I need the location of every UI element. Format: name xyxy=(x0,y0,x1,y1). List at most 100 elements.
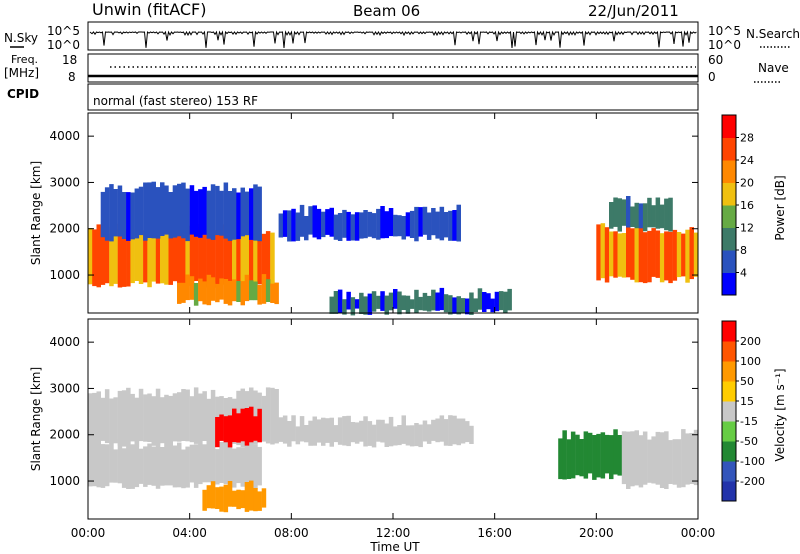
data-cell xyxy=(257,491,262,511)
data-cell xyxy=(164,185,169,235)
data-cell xyxy=(206,485,212,509)
data-cell xyxy=(155,388,161,445)
data-cell xyxy=(126,440,131,489)
colorbar-tick-label: -50 xyxy=(740,435,758,448)
velocity-colorbar: 200 100 50 15 -15 -50 -100 -200 xyxy=(721,320,765,502)
data-cell xyxy=(240,408,245,442)
data-cell xyxy=(651,205,656,228)
data-cell xyxy=(185,446,190,488)
data-cell xyxy=(465,421,470,443)
data-cell xyxy=(100,397,106,441)
nsky-trace xyxy=(89,30,697,49)
data-cell xyxy=(198,278,203,302)
freq-tick-bottom: 8 xyxy=(68,70,76,84)
data-cell xyxy=(452,210,457,241)
data-cell xyxy=(384,423,389,447)
data-cell xyxy=(121,192,127,239)
power-panel: 1000 2000 3000 4000 Slant Range [km] 4 8 12 16… xyxy=(29,112,787,316)
data-cell xyxy=(240,490,245,509)
data-cell xyxy=(308,206,313,235)
data-cell xyxy=(270,232,275,287)
data-cell xyxy=(236,489,241,510)
data-cell xyxy=(570,431,576,479)
data-cell xyxy=(121,448,127,488)
data-cell xyxy=(257,233,262,285)
colorbar-swatch xyxy=(722,250,736,273)
freq-label-line2: [MHz] xyxy=(4,66,39,80)
y-tick-label: 2000 xyxy=(49,428,80,442)
data-cell xyxy=(371,213,377,239)
data-cell xyxy=(668,231,673,284)
data-cell xyxy=(350,422,356,443)
data-cell xyxy=(240,224,245,284)
data-cell xyxy=(147,393,152,442)
nsky-trace-line xyxy=(89,30,697,49)
data-cell xyxy=(215,449,220,485)
data-cell xyxy=(177,229,182,285)
data-cell xyxy=(452,415,457,445)
data-cell xyxy=(676,439,682,488)
data-cell xyxy=(422,420,428,442)
data-cell xyxy=(223,439,229,485)
cpid-label: CPID xyxy=(7,87,39,101)
data-cell xyxy=(249,188,254,240)
data-cell xyxy=(210,441,216,489)
data-cell xyxy=(130,393,135,442)
y-tick-label: 3000 xyxy=(49,381,80,395)
data-cell xyxy=(299,416,305,442)
data-cell xyxy=(257,446,262,486)
data-cell xyxy=(664,198,669,231)
data-cell xyxy=(325,209,330,235)
data-cell xyxy=(647,439,652,483)
data-cell xyxy=(261,233,267,285)
data-cell xyxy=(371,424,377,448)
data-cell xyxy=(685,229,690,283)
data-cell xyxy=(604,227,610,283)
data-cell xyxy=(223,416,229,443)
data-cell xyxy=(274,282,279,305)
data-cell xyxy=(363,296,368,315)
data-cell xyxy=(414,423,419,447)
data-cell xyxy=(359,420,364,442)
data-cell xyxy=(304,216,309,241)
data-cell xyxy=(193,223,199,281)
data-cell xyxy=(189,276,195,300)
data-cell xyxy=(185,389,190,442)
data-cell xyxy=(138,186,144,236)
power-y-ticks: 1000 2000 3000 4000 xyxy=(49,129,698,282)
data-cell xyxy=(223,182,229,239)
data-cell xyxy=(448,295,453,315)
data-cell xyxy=(651,436,656,484)
data-cell xyxy=(443,294,449,313)
data-cell xyxy=(168,226,173,285)
data-cell xyxy=(342,299,347,315)
data-cell xyxy=(613,429,618,475)
data-cell xyxy=(236,447,241,484)
data-cell xyxy=(206,230,212,287)
y-tick-label: 3000 xyxy=(49,175,80,189)
data-cell xyxy=(655,230,661,278)
data-cell xyxy=(346,291,351,310)
velocity-y-axis-label: Slant Range [km] xyxy=(29,367,43,471)
data-cell xyxy=(232,448,237,488)
data-cell xyxy=(249,280,254,301)
data-cell xyxy=(363,416,368,447)
data-cell xyxy=(151,229,156,282)
data-cell xyxy=(253,488,258,512)
data-cell xyxy=(113,397,118,444)
data-cell xyxy=(168,395,173,448)
data-cell xyxy=(172,230,178,282)
data-cell xyxy=(626,196,631,228)
data-cell xyxy=(202,489,207,511)
data-cell xyxy=(655,197,661,229)
data-cell xyxy=(460,418,466,444)
data-cell xyxy=(388,416,394,447)
data-cell xyxy=(443,419,449,446)
data-cell xyxy=(401,295,406,310)
data-cell xyxy=(634,430,639,486)
data-cell xyxy=(96,391,101,447)
data-cell xyxy=(342,416,347,446)
data-cell xyxy=(253,416,258,441)
data-cell xyxy=(240,187,245,237)
data-cell xyxy=(223,279,229,304)
